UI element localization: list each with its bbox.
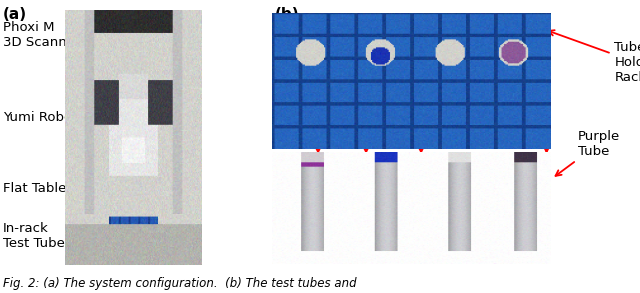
Text: Purple
Tube: Purple Tube (556, 130, 620, 176)
Text: Flat Table: Flat Table (3, 183, 168, 202)
Text: (a): (a) (3, 7, 28, 22)
Text: Purple
Ring
Tube: Purple Ring Tube (275, 209, 317, 253)
Text: Phoxi M
3D Scanner: Phoxi M 3D Scanner (3, 21, 168, 49)
Text: (b): (b) (275, 7, 300, 22)
Text: Yumi Robot: Yumi Robot (3, 111, 168, 128)
Text: Fig. 2: (a) The system configuration.  (b) The test tubes and: Fig. 2: (a) The system configuration. (b… (3, 277, 357, 290)
Text: Blue
Tube: Blue Tube (341, 205, 373, 233)
Text: White
Tube: White Tube (397, 205, 435, 233)
Text: In-rack
Test Tubes: In-rack Test Tubes (3, 222, 168, 256)
Text: Tube
Holder
Rack: Tube Holder Rack (548, 30, 640, 84)
